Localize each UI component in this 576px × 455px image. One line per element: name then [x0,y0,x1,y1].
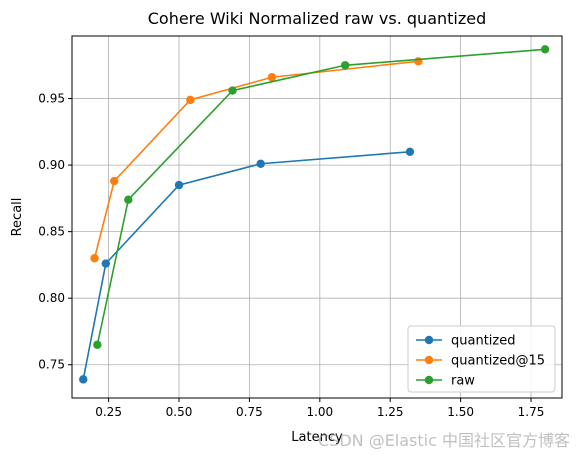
y-tick-label: 0.75 [38,358,65,372]
x-axis-label: Latency [291,430,343,445]
legend-swatch-marker [424,335,434,345]
data-point [79,375,88,384]
data-point [110,176,119,186]
ticks: 0.25 0.50 0.75 1.00 1.25 1.50 1.75 0.75 0.80 0.85… [38,92,544,419]
data-point [174,180,184,190]
data-point [267,73,277,82]
data-point [405,147,415,156]
series-raw [93,45,550,349]
watermark: CSDN @Elastic 中国社区官方博客 [317,431,570,450]
y-tick-label: 0.80 [38,291,65,305]
y-tick-label: 0.90 [38,158,65,172]
x-tick-label: 1.25 [377,405,404,419]
y-axis-label: Recall [10,198,25,237]
x-tick-label: 1.50 [447,405,474,419]
legend-box [407,325,556,393]
data-point [90,254,99,263]
legend-label: quantized [451,334,515,349]
data-point [93,340,102,349]
series-quantized [79,147,415,384]
y-tick-label: 0.95 [38,92,65,106]
legend-item: quantized [416,334,515,349]
data-point [340,61,350,70]
grid [72,36,562,398]
data-point [414,57,423,66]
y-tick-label: 0.85 [38,225,65,239]
x-tick-label: 0.75 [236,405,263,419]
legend-swatch-marker [424,355,434,365]
data-point [228,86,237,95]
data-point [124,195,133,204]
data-point [186,95,195,105]
chart-title: Cohere Wiki Normalized raw vs. quantized [148,9,487,28]
legend-item: raw [416,374,475,389]
legend-label: quantized@15 [451,354,545,369]
data-point [540,45,550,54]
data-point [256,159,265,168]
x-tick-label: 0.25 [95,405,122,419]
series-layer [79,45,550,384]
legend-item: quantized@15 [416,354,545,369]
legend: quantized quantized@15 raw [407,325,556,393]
data-point [101,259,110,268]
legend-label: raw [451,374,475,389]
plot-frame [71,35,563,399]
x-tick-label: 1.75 [518,405,545,419]
legend-swatch-marker [424,375,434,385]
x-tick-label: 1.00 [306,405,333,419]
x-tick-label: 0.50 [166,405,193,419]
series-quantized@15 [90,57,423,263]
